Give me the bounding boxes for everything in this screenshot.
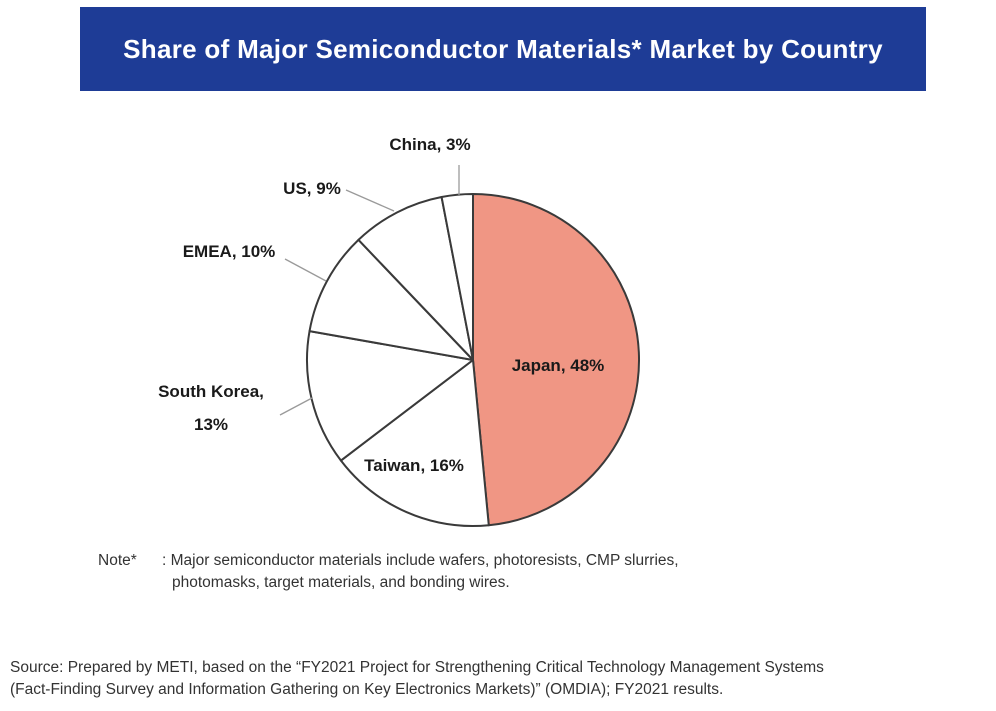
pie-slice-china bbox=[440, 193, 474, 361]
note-line-2: photomasks, target materials, and bondin… bbox=[172, 574, 510, 591]
source-citation: Source: Prepared by METI, based on the “… bbox=[10, 657, 994, 701]
pie-slice-us bbox=[357, 196, 474, 361]
slice-label-japan: Japan, 48% bbox=[512, 356, 605, 375]
pie-slice-taiwan bbox=[339, 359, 490, 527]
pie-slice-south-korea bbox=[306, 330, 474, 462]
slice-label-china: China, 3% bbox=[389, 135, 470, 154]
pie-slice-emea bbox=[308, 238, 474, 361]
source-line-1: Source: Prepared by METI, based on the “… bbox=[10, 659, 824, 676]
slice-label-us: US, 9% bbox=[283, 179, 341, 198]
chart-title: Share of Major Semiconductor Materials* … bbox=[123, 33, 883, 64]
title-banner: Share of Major Semiconductor Materials* … bbox=[80, 7, 926, 91]
pie-slice-japan bbox=[472, 193, 640, 527]
note-label: Note* bbox=[98, 552, 137, 569]
source-line-2: (Fact-Finding Survey and Information Gat… bbox=[10, 681, 724, 698]
slice-label-emea: EMEA, 10% bbox=[183, 242, 276, 261]
leader-line-south-korea bbox=[279, 397, 313, 416]
slice-label-taiwan: Taiwan, 16% bbox=[364, 456, 464, 475]
leader-line-emea bbox=[284, 258, 327, 282]
note-text: : Major semiconductor materials include … bbox=[162, 550, 852, 594]
note-line-1: : Major semiconductor materials include … bbox=[162, 552, 679, 569]
slice-label-south-korea-line-2: 13% bbox=[194, 415, 228, 434]
slice-label-south-korea-line-1: South Korea, bbox=[158, 382, 264, 401]
leader-line-us bbox=[345, 189, 395, 212]
